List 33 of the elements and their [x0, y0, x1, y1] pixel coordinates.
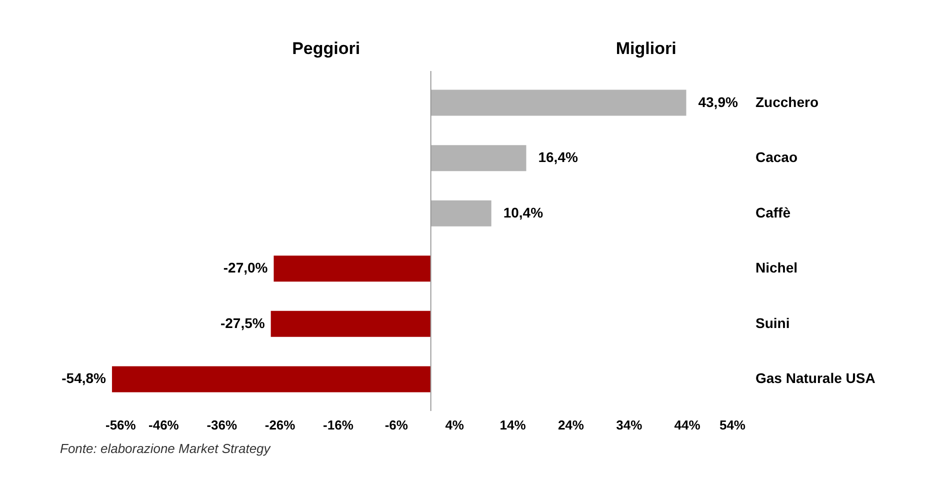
- data-label: -27,5%: [220, 314, 266, 331]
- bar: [112, 366, 431, 392]
- y-tick-label: Caffè: [756, 204, 791, 220]
- x-tick-label: -6%: [384, 418, 408, 432]
- x-tick-label: 24%: [558, 418, 584, 432]
- x-tick-label: -36%: [206, 418, 238, 432]
- y-tick-label: Zucchero: [756, 94, 819, 110]
- y-tick-label: Cacao: [756, 149, 798, 166]
- text: Peggiori: [292, 39, 360, 58]
- x-tick-label: -16%: [323, 418, 354, 432]
- y-tick-label: Nichel: [756, 260, 798, 276]
- x-tick-label: 14%: [500, 418, 526, 432]
- x-tick-label: 4%: [445, 418, 464, 432]
- x-tick-label: 34%: [616, 418, 643, 432]
- bar: [430, 145, 526, 172]
- source-note: Fonte: elaborazione Market Strategy: [60, 441, 272, 456]
- data-label: 16,4%: [538, 149, 578, 166]
- data-label: -27,0%: [223, 260, 268, 276]
- x-tick-label: -56%: [106, 418, 136, 432]
- x-tick-label: -26%: [264, 418, 296, 432]
- data-label: -54,8%: [62, 370, 107, 386]
- bar: [270, 310, 431, 337]
- data-label: 10,4%: [503, 204, 544, 220]
- bar: [274, 256, 431, 282]
- x-tick-label: 44%: [674, 418, 701, 432]
- bar: [430, 90, 686, 116]
- x-tick-label: 54%: [719, 418, 746, 432]
- text: Migliori: [616, 39, 676, 58]
- bar: [430, 200, 492, 226]
- x-tick-label: -46%: [148, 418, 180, 432]
- y-tick-label: Gas Naturale USA: [756, 370, 876, 386]
- y-tick-label: Suini: [756, 314, 790, 331]
- data-label: 43,9%: [698, 94, 738, 110]
